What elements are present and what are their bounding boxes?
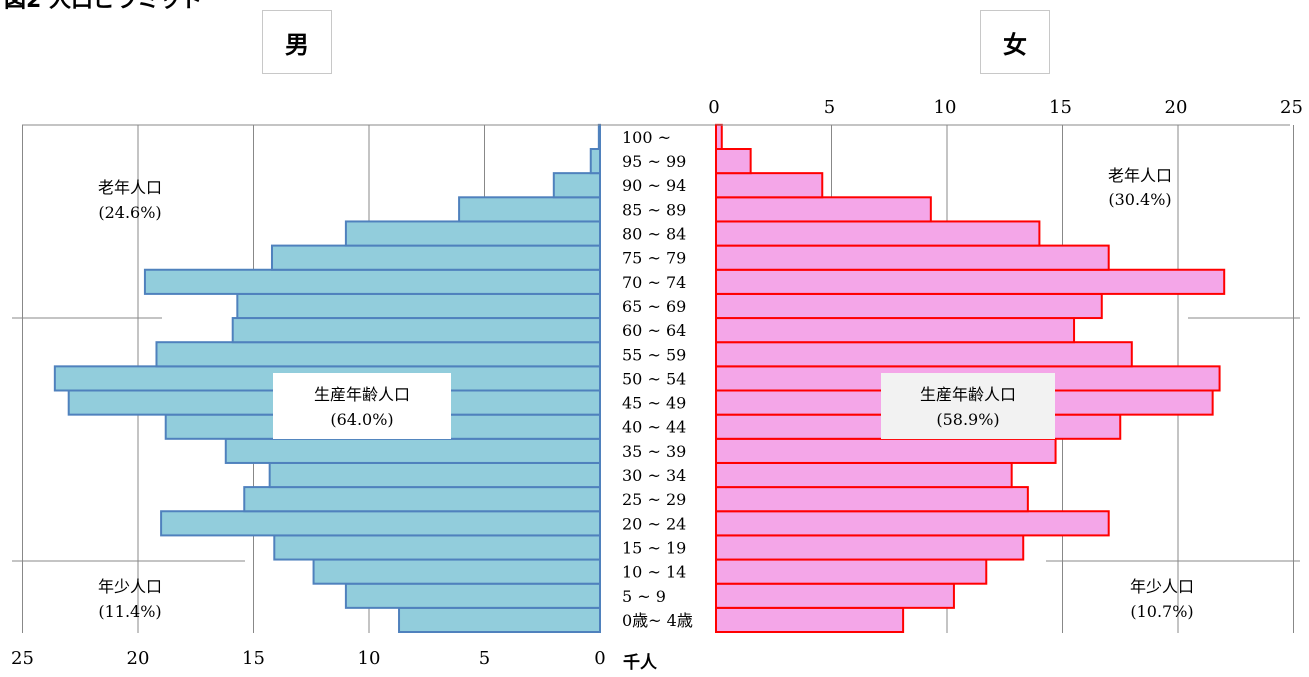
female-bar-11: [715, 341, 1133, 368]
category-label-18: 90 ~ 94: [622, 176, 686, 195]
female-bar-0: [715, 606, 905, 633]
female-annotation-value-1: (58.9%): [936, 410, 999, 429]
female-annotation-label-0: 老年人口: [1108, 166, 1172, 185]
male-tick-label-1: 20: [127, 648, 150, 669]
male-bar-14: [143, 268, 601, 295]
male-bar-19: [589, 148, 602, 175]
male-bar-13: [236, 292, 602, 320]
category-label-8: 40 ~ 44: [622, 418, 686, 437]
male-tick-label-4: 5: [479, 648, 490, 669]
category-label-20: 100 ~: [622, 128, 671, 147]
female-bar-1: [715, 582, 955, 609]
category-label-17: 85 ~ 89: [622, 200, 686, 219]
male-tick-label-0: 25: [11, 648, 34, 669]
female-tick-label-1: 5: [824, 97, 835, 118]
female-bar-4: [715, 510, 1110, 537]
tick-labels: 25 20 15 10 5 0 0 5 10 15 20 25: [11, 97, 1303, 669]
male-annotation-label-1: 生産年齢人口: [314, 385, 410, 404]
male-bar-1: [344, 582, 601, 609]
category-label-0: 0歳~ 4歳: [622, 611, 693, 630]
female-bar-19: [715, 148, 752, 175]
male-bar-4: [160, 510, 601, 537]
female-bar-12: [715, 317, 1076, 344]
female-annotation-box-1: [881, 373, 1055, 439]
female-bar-5: [715, 486, 1029, 513]
female-tick-label-4: 20: [1165, 97, 1188, 118]
female-tick-label-0: 0: [708, 97, 719, 118]
category-label-7: 35 ~ 39: [622, 442, 686, 461]
category-label-2: 10 ~ 14: [622, 563, 686, 582]
female-bar-16: [715, 220, 1041, 247]
category-label-13: 65 ~ 69: [622, 297, 686, 316]
unit-label: 千人: [623, 653, 658, 673]
female-annotation-label-1: 生産年齢人口: [920, 385, 1016, 404]
category-label-14: 70 ~ 74: [622, 273, 686, 292]
male-tick-label-2: 15: [242, 648, 265, 669]
male-bar-0: [398, 606, 601, 633]
female-label-box: 女: [980, 10, 1050, 74]
female-tick-label-2: 10: [934, 97, 957, 118]
female-bar-15: [715, 244, 1110, 271]
male-bar-11: [155, 341, 601, 368]
male-annotation-label-0: 老年人口: [98, 178, 162, 197]
category-label-5: 25 ~ 29: [622, 490, 686, 509]
female-tick-label-5: 25: [1280, 97, 1303, 118]
male-annotation-value-0: (24.6%): [98, 203, 161, 222]
female-annotation-value-0: (30.4%): [1108, 190, 1171, 209]
category-label-6: 30 ~ 34: [622, 466, 686, 485]
category-label-9: 45 ~ 49: [622, 394, 686, 413]
female-bar-3: [715, 534, 1025, 561]
male-bar-12: [231, 317, 602, 344]
male-tick-label-3: 10: [358, 648, 381, 669]
category-labels: 0歳~ 4歳 5 ~ 9 10 ~ 14 15 ~ 19 20 ~ 24 25 ~ 29 3…: [622, 128, 693, 630]
category-label-19: 95 ~ 99: [622, 152, 686, 171]
female-bar-14: [715, 268, 1226, 295]
category-label-10: 50 ~ 54: [622, 369, 686, 388]
category-label-16: 80 ~ 84: [622, 225, 686, 244]
male-bar-18: [552, 172, 601, 199]
female-bar-6: [715, 461, 1013, 489]
female-tick-label-3: 15: [1049, 97, 1072, 118]
female-label: 女: [1003, 30, 1027, 59]
male-bar-3: [273, 534, 601, 561]
male-label-box: 男: [262, 10, 332, 74]
male-bar-15: [270, 244, 601, 271]
male-annotation-value-1: (64.0%): [330, 410, 393, 429]
category-label-3: 15 ~ 19: [622, 538, 686, 557]
male-bar-7: [224, 437, 601, 464]
male-label: 男: [285, 30, 309, 59]
female-annotation-value-2: (10.7%): [1130, 602, 1193, 621]
axes: [22, 124, 1290, 633]
male-annotation-value-2: (11.4%): [98, 602, 161, 621]
female-annotation-label-2: 年少人口: [1130, 577, 1194, 596]
male-bar-5: [243, 486, 601, 513]
female-bar-13: [715, 292, 1103, 320]
male-tick-label-5: 0: [594, 648, 605, 669]
male-bar-6: [268, 461, 601, 489]
category-label-12: 60 ~ 64: [622, 321, 686, 340]
female-bar-2: [715, 558, 988, 585]
page-title: 図2 人口ピラミッド: [4, 0, 203, 13]
male-bar-16: [344, 220, 601, 247]
female-bar-7: [715, 437, 1057, 464]
female-bar-17: [715, 196, 932, 223]
male-annotation-box-1: [273, 373, 451, 439]
male-annotation-label-2: 年少人口: [98, 577, 162, 596]
female-bar-18: [715, 172, 824, 199]
category-label-15: 75 ~ 79: [622, 249, 686, 268]
male-bar-17: [458, 196, 601, 223]
category-label-11: 55 ~ 59: [622, 345, 686, 364]
annotations: 老年人口 (24.6%) 生産年齢人口 (64.0%) 年少人口 (11.4%) 老年人口 (…: [98, 166, 1194, 621]
male-bar-2: [312, 558, 601, 585]
category-label-4: 20 ~ 24: [622, 514, 686, 533]
category-label-1: 5 ~ 9: [622, 587, 666, 606]
